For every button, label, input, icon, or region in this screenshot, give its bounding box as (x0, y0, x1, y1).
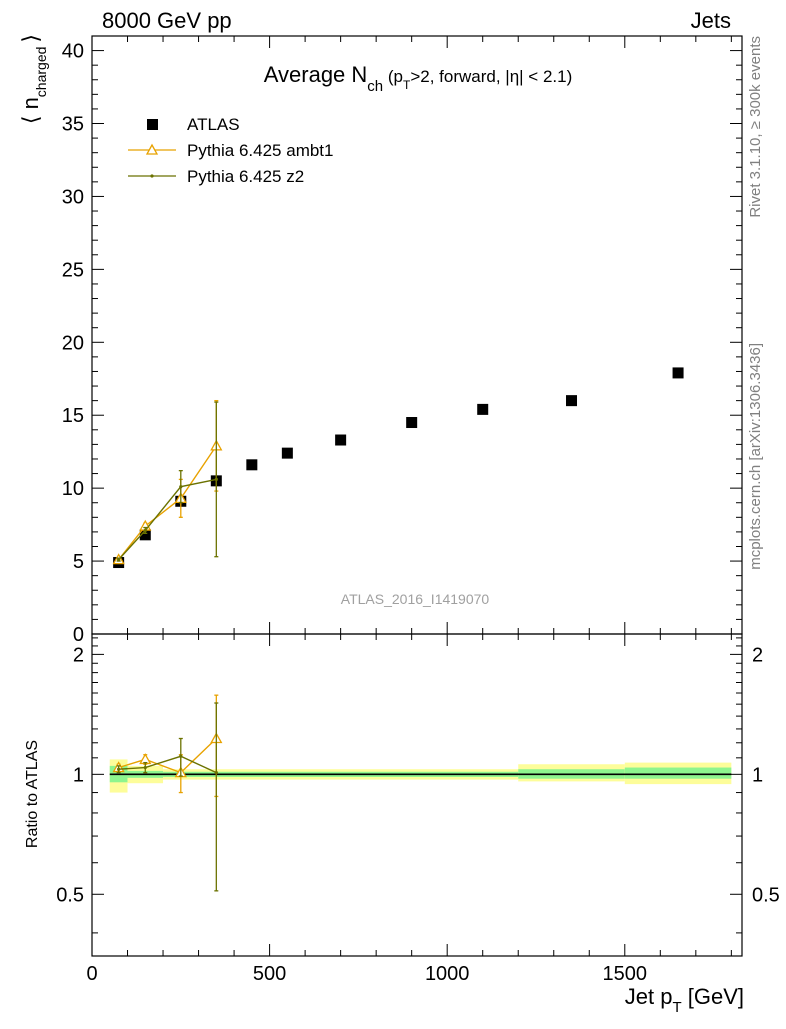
plot-title: Average Nch (pT>2, forward, |η| < 2.1) (264, 62, 573, 95)
rivet-version-label: Rivet 3.1.10, ≥ 300k events (747, 36, 764, 218)
legend-marker-atlas (147, 119, 158, 130)
header-left: 8000 GeV pp (102, 8, 232, 33)
x-tick-label: 0 (86, 963, 97, 985)
mcplots-label: mcplots.cern.ch [arXiv:1306.3436] (747, 343, 764, 570)
legend-label-z2: Pythia 6.425 z2 (187, 167, 304, 186)
ratio-point-z2 (214, 771, 218, 775)
main-point-z2 (143, 528, 147, 533)
ratio-band-inner (624, 767, 732, 779)
main-y-tick-label: 35 (62, 114, 84, 136)
main-y-label: ⟨ ncharged⟩ (18, 34, 49, 124)
ratio-y-tick-label-right: 2 (752, 644, 763, 666)
ratio-point-z2 (143, 765, 147, 770)
ratio-frame (91, 633, 743, 957)
x-tick-label: 1500 (603, 963, 648, 985)
x-tick-label: 1000 (425, 963, 470, 985)
main-point-z2 (179, 485, 183, 489)
ratio-y-tick-label-right: 0.5 (752, 884, 780, 906)
main-point-z2 (214, 477, 218, 481)
ratio-series-line (118, 738, 217, 774)
main-y-tick-label: 30 (62, 186, 84, 208)
main-y-tick-label: 5 (73, 551, 84, 573)
main-y-tick-label: 0 (73, 624, 84, 646)
main-point-atlas (139, 529, 151, 541)
legend-entry-z2: Pythia 6.425 z2 (128, 167, 304, 186)
main-panel: 0 5 10 15 20 25 30 35 40 Average Nch (pT>2, forw… (18, 34, 743, 646)
main-series-z2 (116, 401, 219, 562)
ratio-y-label: Ratio to ATLAS (24, 740, 41, 848)
legend: ATLAS Pythia 6.425 ambt1 Pythia 6.425 z2 (128, 115, 333, 186)
main-axis-ticks: 0 5 10 15 20 25 30 35 40 (62, 36, 742, 646)
legend-label-atlas: ATLAS (187, 115, 240, 134)
main-series-line (118, 445, 217, 561)
main-y-tick-label: 40 (62, 41, 84, 63)
main-point-atlas (246, 459, 258, 471)
ratio-series-layer (112, 694, 223, 892)
legend-marker-z2 (150, 174, 154, 178)
x-tick-label: 500 (253, 963, 286, 985)
legend-entry-ambt1: Pythia 6.425 ambt1 (128, 141, 333, 160)
main-point-atlas (672, 367, 684, 379)
legend-marker-ambt1 (145, 143, 159, 155)
main-point-atlas (335, 434, 347, 446)
legend-label-ambt1: Pythia 6.425 ambt1 (187, 141, 333, 160)
ratio-y-tick-label-left: 0.5 (56, 884, 84, 906)
ratio-y-tick-label-left: 2 (73, 644, 84, 666)
main-point-z2 (117, 558, 121, 562)
ratio-series-line (118, 755, 217, 774)
legend-entry-atlas: ATLAS (147, 115, 240, 134)
main-y-tick-label: 25 (62, 259, 84, 281)
ratio-point-z2 (117, 767, 121, 771)
ratio-y-tick-label-left: 1 (73, 764, 84, 786)
main-series-atlas (113, 367, 684, 569)
main-y-tick-label: 10 (62, 478, 84, 500)
ratio-y-tick-label-right: 1 (752, 764, 763, 786)
main-series-layer (112, 367, 684, 569)
main-y-tick-label: 20 (62, 332, 84, 354)
ratio-point-z2 (179, 754, 183, 758)
analysis-watermark: ATLAS_2016_I1419070 (341, 591, 490, 607)
main-series-line (118, 478, 217, 561)
header-right: Jets (691, 8, 731, 33)
ratio-axis-ticks: 0.5 0.5 1 1 2 2 0 500 1000 1500 (56, 634, 780, 985)
ratio-series-z2 (116, 702, 219, 892)
ratio-panel: 0.5 0.5 1 1 2 2 0 500 1000 1500 Ratio to ATLAS Je… (24, 633, 780, 1016)
main-point-atlas (281, 447, 293, 459)
ratio-uncertainty-bands (109, 759, 732, 793)
main-point-atlas (566, 395, 578, 407)
main-point-atlas (406, 417, 418, 429)
main-y-tick-label: 15 (62, 405, 84, 427)
main-point-atlas (477, 403, 489, 415)
x-axis-label: Jet pT [GeV] (625, 984, 744, 1016)
